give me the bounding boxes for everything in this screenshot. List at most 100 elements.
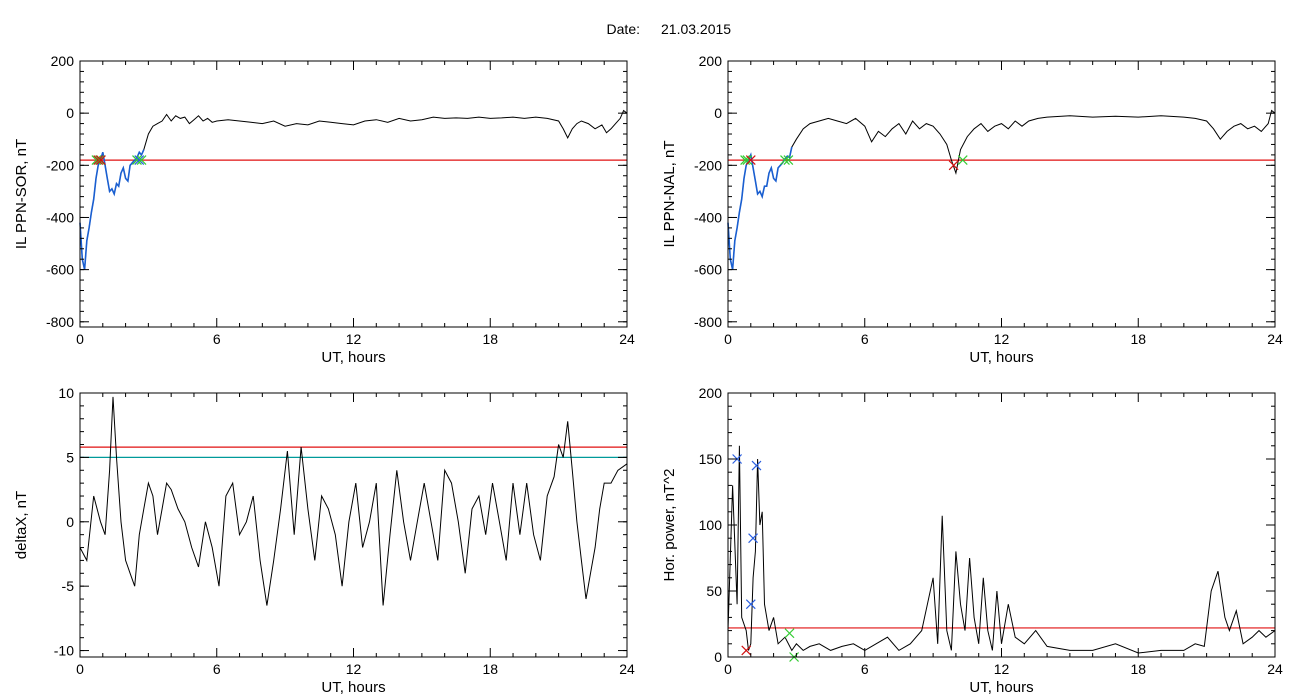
y-tick-label: 100 bbox=[699, 517, 723, 533]
x-tick-label: 18 bbox=[482, 661, 498, 677]
y-axis-label: IL PPN-NAL, nT bbox=[661, 141, 678, 248]
marker-stroke bbox=[134, 155, 145, 166]
y-tick-label: 5 bbox=[66, 449, 74, 465]
x-tick-label: 6 bbox=[213, 331, 221, 347]
marker-red bbox=[93, 155, 104, 166]
marker-stroke bbox=[783, 155, 794, 166]
x-tick-label: 24 bbox=[1267, 331, 1283, 347]
marker-green bbox=[742, 155, 753, 166]
marker-blue bbox=[732, 454, 743, 464]
marker-red bbox=[745, 155, 756, 166]
y-tick-label: -800 bbox=[694, 314, 722, 330]
marker-stroke bbox=[136, 155, 147, 166]
y-tick-label: -400 bbox=[694, 209, 722, 225]
series-line bbox=[727, 445, 1276, 654]
x-axis-label: UT, hours bbox=[321, 679, 385, 696]
y-tick-label: -600 bbox=[46, 262, 74, 278]
x-tick-label: 24 bbox=[1267, 661, 1283, 677]
y-axis-label: deltaX, nT bbox=[13, 491, 30, 559]
y-tick-label: 0 bbox=[714, 105, 722, 121]
date-value: 21.03.2015 bbox=[661, 21, 731, 37]
panel-1: 0 6 12 18 24 -800 -600 -400 -200 0 200 UT, hours IL … bbox=[13, 53, 635, 366]
plot-frame bbox=[727, 60, 1276, 328]
x-tick-label: 24 bbox=[619, 331, 635, 347]
marker-stroke bbox=[93, 155, 104, 166]
marker-stroke bbox=[745, 599, 756, 610]
marker-green bbox=[136, 155, 147, 166]
y-tick-label: -5 bbox=[62, 578, 75, 594]
marker-green bbox=[957, 155, 968, 166]
x-tick-label: 24 bbox=[619, 661, 635, 677]
x-tick-label: 6 bbox=[861, 661, 869, 677]
marker-stroke bbox=[748, 533, 758, 544]
y-tick-label: -600 bbox=[694, 262, 722, 278]
y-tick-label: -400 bbox=[46, 209, 74, 225]
marker-blue bbox=[134, 155, 145, 166]
y-tick-label: -10 bbox=[54, 643, 74, 659]
marker-green bbox=[132, 155, 142, 166]
panel-3: 0 6 12 18 24 -10 -5 0 5 10 UT, hours deltaX, nT bbox=[13, 385, 635, 696]
highlight-segment bbox=[79, 149, 145, 270]
marker-green bbox=[783, 155, 794, 166]
marker-red bbox=[948, 160, 959, 171]
y-axis-label: IL PPN-SOR, nT bbox=[13, 139, 30, 249]
x-tick-label: 18 bbox=[482, 331, 498, 347]
x-tick-label: 0 bbox=[724, 331, 732, 347]
y-tick-label: 0 bbox=[66, 514, 74, 530]
plot-frame bbox=[79, 60, 628, 328]
marker-blue bbox=[745, 599, 756, 610]
marker-stroke bbox=[948, 160, 959, 171]
y-tick-label: 0 bbox=[714, 649, 722, 665]
marker-blue bbox=[751, 460, 762, 471]
series-line bbox=[79, 109, 628, 270]
marker-stroke bbox=[132, 155, 142, 166]
marker-red bbox=[96, 155, 106, 166]
y-axis-label: Hor. power, nT^2 bbox=[661, 469, 678, 582]
x-tick-label: 12 bbox=[346, 661, 362, 677]
marker-stroke bbox=[95, 155, 105, 166]
x-tick-label: 0 bbox=[76, 331, 84, 347]
x-axis-label: UT, hours bbox=[321, 349, 385, 366]
y-tick-label: 200 bbox=[699, 385, 723, 401]
marker-stroke bbox=[741, 645, 752, 656]
panel-4: 0 6 12 18 24 0 50 100 150 200 UT, hours Hor. power,… bbox=[661, 385, 1283, 696]
marker-blue bbox=[748, 533, 758, 544]
series-line bbox=[727, 109, 1276, 270]
y-tick-label: 0 bbox=[66, 105, 74, 121]
marker-stroke bbox=[96, 155, 106, 166]
x-tick-label: 6 bbox=[213, 661, 221, 677]
y-tick-label: 150 bbox=[699, 451, 723, 467]
marker-stroke bbox=[784, 628, 795, 639]
x-tick-label: 18 bbox=[1130, 661, 1146, 677]
x-tick-label: 12 bbox=[346, 331, 362, 347]
highlight-segment bbox=[727, 146, 793, 270]
y-tick-label: 10 bbox=[58, 385, 74, 401]
marker-red bbox=[741, 645, 752, 656]
x-axis-label: UT, hours bbox=[969, 349, 1033, 366]
series-line bbox=[79, 396, 628, 606]
x-tick-label: 12 bbox=[994, 331, 1010, 347]
marker-green bbox=[780, 155, 790, 166]
panel-2: 0 6 12 18 24 -800 -600 -400 -200 0 200 UT, hours IL … bbox=[661, 53, 1283, 366]
date-label: Date: bbox=[607, 21, 640, 37]
y-tick-label: 200 bbox=[699, 53, 723, 69]
y-tick-label: -200 bbox=[46, 157, 74, 173]
x-tick-label: 0 bbox=[724, 661, 732, 677]
x-axis-label: UT, hours bbox=[969, 679, 1033, 696]
marker-stroke bbox=[751, 460, 762, 471]
y-tick-label: 200 bbox=[51, 53, 75, 69]
x-tick-label: 18 bbox=[1130, 331, 1146, 347]
marker-stroke bbox=[91, 155, 102, 166]
marker-stroke bbox=[957, 155, 968, 166]
x-tick-label: 6 bbox=[861, 331, 869, 347]
y-tick-label: -200 bbox=[694, 157, 722, 173]
plot-frame bbox=[79, 392, 628, 658]
marker-stroke bbox=[742, 155, 753, 166]
x-tick-label: 0 bbox=[76, 661, 84, 677]
y-tick-label: -800 bbox=[46, 314, 74, 330]
figure-title: Date: 21.03.2015 bbox=[607, 21, 732, 37]
y-tick-label: 50 bbox=[706, 583, 722, 599]
marker-stroke bbox=[745, 155, 756, 166]
marker-stroke bbox=[780, 155, 790, 166]
marker-stroke bbox=[732, 454, 743, 464]
